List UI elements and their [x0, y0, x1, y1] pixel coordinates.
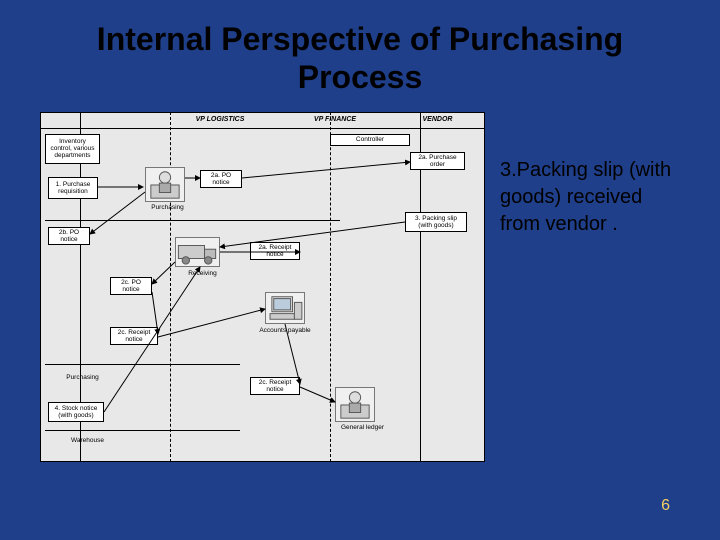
- flow-box: 2c. PO notice: [110, 277, 152, 295]
- column-divider: [330, 112, 331, 462]
- section-divider: [45, 220, 340, 221]
- process-diagram: VP LOGISTICS VP FINANCE VENDOR Inventory co…: [40, 112, 485, 462]
- flow-box: 2a. Purchase order: [410, 152, 465, 170]
- flow-box: 2b. PO notice: [48, 227, 90, 245]
- section-divider: [45, 364, 240, 365]
- section-divider: [45, 430, 240, 431]
- slide-title: Internal Perspective of Purchasing Proce…: [40, 20, 680, 97]
- header-divider: [40, 128, 485, 129]
- column-header: VENDOR: [405, 116, 470, 123]
- flow-box: 2a. Receipt notice: [250, 242, 300, 260]
- flow-box: 1. Purchase requisition: [48, 177, 98, 199]
- slide: Internal Perspective of Purchasing Proce…: [0, 0, 720, 540]
- person-icon: [145, 167, 185, 202]
- role-label: Accounts payable: [250, 327, 320, 334]
- computer-icon: [265, 292, 305, 324]
- flow-box: 3. Packing slip (with goods): [405, 212, 467, 232]
- truck-icon: [175, 237, 220, 267]
- column-header: VP FINANCE: [295, 116, 375, 123]
- role-label: Purchasing: [55, 374, 110, 381]
- flow-box: 4. Stock notice (with goods): [48, 402, 104, 422]
- role-label: Warehouse: [60, 437, 115, 444]
- content-row: VP LOGISTICS VP FINANCE VENDOR Inventory co…: [40, 112, 680, 462]
- flow-box: 2a. PO notice: [200, 170, 242, 188]
- header-box: Inventory control, various departments: [45, 134, 100, 164]
- role-label: General ledger: [330, 424, 395, 431]
- column-divider: [170, 112, 171, 462]
- role-label: Receiving: [175, 270, 230, 277]
- header-box: Controller: [330, 134, 410, 146]
- role-label: Purchasing: [140, 204, 195, 211]
- side-annotation: 3.Packing slip (with goods) received fro…: [500, 112, 680, 238]
- person-icon: [335, 387, 375, 422]
- flow-box: 2c. Receipt notice: [250, 377, 300, 395]
- column-header: VP LOGISTICS: [170, 116, 270, 123]
- flow-box: 2c. Receipt notice: [110, 327, 158, 345]
- page-number: 6: [661, 497, 670, 515]
